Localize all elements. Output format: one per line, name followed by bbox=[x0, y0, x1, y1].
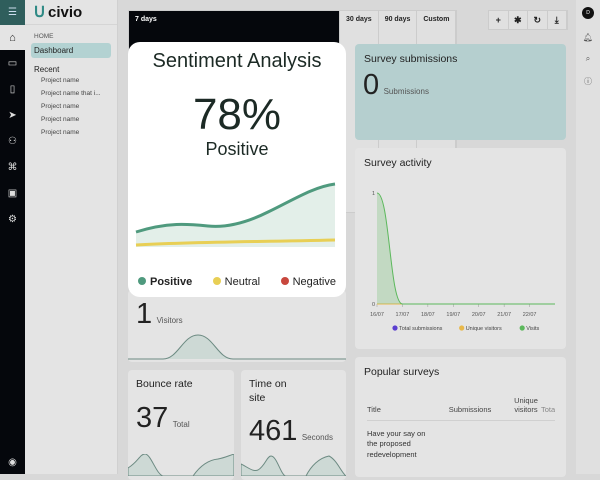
download-icon[interactable]: ⤓ bbox=[548, 11, 567, 29]
popular-surveys-card: Popular surveys Title Submissions Unique… bbox=[355, 357, 566, 477]
survey-title-cell[interactable]: Have your say on the proposed redevelopm… bbox=[367, 428, 426, 460]
icon-rail: ☰ ⌂ ▭ ▯ ➤ ⚇ ⌘ ▣ ⚙ ◉ bbox=[0, 0, 25, 474]
help-icon[interactable]: ⓘ bbox=[584, 77, 592, 86]
toolbar: + ✱ ↻ ⤓ bbox=[488, 10, 568, 30]
sentiment-legend: Positive Neutral Negative bbox=[138, 276, 336, 288]
laptop-icon[interactable]: ▭ bbox=[7, 57, 18, 69]
legend-dot bbox=[392, 325, 398, 331]
sentiment-card: Sentiment Analysis 78% Positive Positive… bbox=[128, 42, 346, 297]
settings-icon[interactable]: ✱ bbox=[509, 11, 528, 29]
x-tick-label: 20/07 bbox=[472, 312, 486, 318]
project-item[interactable]: Project name that i... bbox=[41, 90, 101, 97]
col-total-visits[interactable]: Total visits bbox=[541, 404, 555, 414]
search-icon[interactable]: ⌕ bbox=[585, 54, 591, 63]
bounce-sparkline bbox=[128, 454, 234, 476]
inbox-icon[interactable]: ▣ bbox=[7, 187, 18, 199]
send-icon[interactable]: ➤ bbox=[8, 109, 17, 121]
popular-surveys-table: Title Submissions Unique visitors Total … bbox=[367, 390, 555, 461]
survey-submissions-card: Survey submissions 0 Submissions bbox=[355, 44, 566, 140]
sidebar-item-dashboard[interactable]: Dashboard bbox=[31, 43, 111, 58]
recent-heading: Recent bbox=[34, 65, 60, 74]
survey-activity-chart: 16/07 17/07 18/07 19/07 20/07 21/07 22/07 0 1 Tot… bbox=[370, 191, 555, 332]
card-title: Survey activity bbox=[364, 157, 432, 169]
avatar[interactable]: D bbox=[582, 7, 594, 19]
submissions-value: 0 bbox=[363, 69, 380, 101]
submissions-unit: Submissions bbox=[383, 87, 429, 96]
legend-positive: Positive bbox=[138, 276, 192, 288]
project-item[interactable]: Project name bbox=[41, 77, 80, 84]
x-tick-label: 21/07 bbox=[497, 312, 511, 318]
col-title[interactable]: Title bbox=[367, 404, 381, 414]
legend-neutral: Neutral bbox=[212, 276, 260, 288]
legend-dot bbox=[459, 325, 465, 331]
project-item[interactable]: Project name bbox=[41, 116, 80, 123]
sentiment-title: Sentiment Analysis bbox=[152, 50, 322, 72]
visitors-card: 1 Visitors bbox=[128, 290, 346, 362]
survey-activity-card: Survey activity 16/07 17/07 18/07 19/07 20/0… bbox=[355, 148, 566, 349]
sentiment-sparkline bbox=[135, 182, 336, 247]
y-tick-label: 1 bbox=[372, 191, 375, 197]
card-title: Time on site bbox=[249, 378, 287, 404]
bounce-unit: Total bbox=[172, 419, 190, 429]
refresh-icon[interactable]: ↻ bbox=[528, 11, 548, 29]
document-icon[interactable]: ▯ bbox=[9, 83, 16, 95]
settings-icon[interactable]: ⚙ bbox=[8, 213, 17, 225]
x-tick-label: 17/07 bbox=[396, 312, 410, 318]
card-title: Popular surveys bbox=[364, 366, 440, 378]
add-icon[interactable]: + bbox=[489, 11, 509, 29]
visitors-value: 1 bbox=[136, 298, 153, 330]
time-unit: Seconds bbox=[301, 433, 333, 443]
legend-label: Total submissions bbox=[399, 326, 443, 332]
card-title: Survey submissions bbox=[364, 53, 458, 65]
x-tick-label: 19/07 bbox=[446, 312, 460, 318]
bell-icon[interactable]: 🔔︎ bbox=[582, 33, 594, 42]
legend-dot bbox=[519, 325, 525, 331]
visitors-unit: Visitors bbox=[156, 316, 183, 325]
sentiment-label: Positive bbox=[205, 139, 269, 159]
x-tick-label: 18/07 bbox=[421, 312, 435, 318]
card-title: Bounce rate bbox=[136, 378, 193, 390]
brand-name: civio bbox=[47, 3, 83, 21]
eye-icon[interactable]: ◉ bbox=[8, 457, 17, 468]
users-icon[interactable]: ⚇ bbox=[8, 135, 17, 147]
sentiment-percent: 78% bbox=[192, 90, 282, 139]
col-submissions[interactable]: Submissions bbox=[448, 404, 492, 414]
sidebar: ᑌ civio HOME Dashboard Recent Project nam… bbox=[25, 0, 118, 474]
col-unique-visitors[interactable]: Unique visitors bbox=[514, 395, 538, 414]
time-on-site-card: Time on site 461 Seconds bbox=[241, 370, 346, 480]
logo[interactable]: ᑌ civio bbox=[25, 0, 117, 25]
series-area-visits bbox=[377, 193, 555, 304]
visitors-sparkline bbox=[128, 334, 346, 360]
bounce-rate-card: Bounce rate 37 Total bbox=[128, 370, 234, 480]
time-value: 461 bbox=[249, 415, 298, 448]
project-item[interactable]: Project name bbox=[41, 129, 80, 136]
legend-label: Visits bbox=[526, 326, 539, 332]
right-rail: D 🔔︎ ⌕ ⓘ bbox=[576, 0, 600, 474]
workflow-icon[interactable]: ⌘ bbox=[7, 161, 18, 173]
time-sparkline bbox=[241, 455, 346, 476]
logo-mark-icon: ᑌ bbox=[34, 4, 45, 21]
home-icon[interactable]: ⌂ bbox=[0, 25, 25, 50]
y-tick-label: 0 bbox=[372, 302, 375, 308]
series-line-visits bbox=[376, 192, 555, 305]
project-item[interactable]: Project name bbox=[41, 103, 80, 110]
section-label: HOME bbox=[34, 33, 54, 40]
x-tick-label: 16/07 bbox=[370, 312, 384, 318]
menu-toggle-icon[interactable]: ☰ bbox=[0, 0, 25, 25]
bounce-value: 37 bbox=[136, 401, 169, 434]
legend-label: Unique visitors bbox=[466, 326, 502, 332]
x-tick-label: 22/07 bbox=[523, 312, 537, 318]
table-row[interactable]: Have your say on the proposed redevelopm… bbox=[367, 420, 555, 461]
legend-negative: Negative bbox=[280, 276, 336, 288]
